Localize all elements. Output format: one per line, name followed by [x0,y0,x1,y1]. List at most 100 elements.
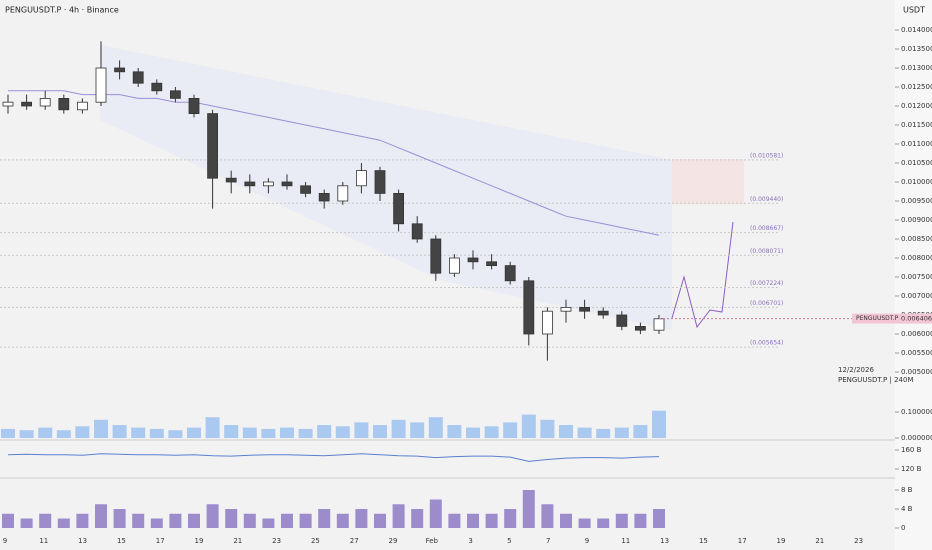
histogram-bar [634,513,647,528]
y-tick-label: 0.014000 [901,26,932,34]
histogram-bar [541,504,554,528]
candle-body [597,310,609,316]
y-tick-label: 0.007000 [901,292,932,300]
y-tick-label: 0.007500 [901,273,932,281]
volume-bar [652,410,666,438]
candle-body [21,101,33,107]
y-tick-label: 120 B [901,465,922,473]
last-price-box [852,313,932,324]
y-tick-label: 0.011000 [901,140,932,148]
y-tick-label: 0.013000 [901,64,932,72]
histogram-bar [225,509,238,528]
histogram-bar [188,513,200,528]
histogram-bar [448,513,461,528]
x-tick-label: 13 [660,537,669,545]
volume-bar [242,427,257,438]
volume-bar [503,422,518,438]
volume-bar [391,419,406,438]
y-tick-label: 0.011500 [901,121,932,129]
x-tick-label: 25 [311,537,320,545]
candle-body [616,314,628,327]
candle-body [355,170,367,187]
level-label: (0.006701) [750,300,783,307]
candle-body [2,101,14,107]
volume-bar [38,427,53,438]
candle-body [467,257,479,263]
candle-body [542,310,553,335]
histogram-bar [336,513,349,528]
y-tick-label: 0.000000 [901,434,932,442]
date-note: 12/2/2026 [838,366,874,374]
candle-body [281,181,293,187]
x-tick-label: 11 [621,537,630,545]
x-tick-label: 21 [815,537,824,545]
candle-body [393,192,405,225]
histogram-bar [318,509,331,528]
volume-bar [224,425,239,438]
level-label: (0.008071) [750,248,783,255]
histogram-bar [169,513,182,528]
volume-bar [633,425,648,438]
candle-body [504,265,516,282]
volume-bar [75,426,90,438]
y-tick-label: 0.008000 [901,254,932,262]
candle-body [77,101,88,111]
histogram-bar [560,513,572,528]
volume-bar [335,426,350,438]
y-tick-label: 0.010000 [901,178,932,186]
volume-bar [317,425,332,438]
candle-body [244,181,256,187]
histogram-bar [39,513,52,528]
candle-body [207,113,219,179]
histogram-bar [150,518,163,528]
histogram-bar [653,509,665,528]
x-tick-label: 29 [389,537,398,545]
histogram-bar [504,509,517,528]
last-price-name: PENGUUSDT.P [856,315,899,322]
y-tick-label: 0.005500 [901,349,932,357]
y-tick-label: 0.005000 [901,368,932,376]
candle-body [262,181,274,187]
volume-bar [131,427,146,438]
level-label: (0.005654) [750,340,783,347]
volume-bar [280,427,294,438]
volume-bar [484,426,499,438]
x-tick-label: 19 [777,537,786,545]
y-tick-label: 0.010500 [901,159,932,167]
indicator-line [7,453,660,462]
symbol-note: PENGUUSDT.P | 240M [838,376,914,384]
volume-bar [187,427,201,438]
histogram-bar [578,518,591,528]
y-tick-label: 0 [901,524,905,532]
volume-bar [112,425,127,438]
level-label: (0.010581) [750,152,783,159]
volume-bar [298,428,313,438]
x-tick-label: 23 [854,537,863,545]
moving-average [8,90,660,236]
histogram-bar [95,504,107,528]
histogram-bar [2,513,14,528]
volume-bar [354,422,369,438]
volume-bar [373,425,387,438]
histogram-bar [76,513,89,528]
histogram-bar [20,518,33,528]
level-label: (0.008667) [750,225,783,232]
last-price-label: 0.006406 [901,315,932,323]
volume-bar [428,417,443,438]
y-tick-label: 0.006000 [901,330,932,338]
volume-bar [168,430,183,438]
histogram-bar [113,509,126,528]
candle-body [300,185,312,194]
x-tick-label: 9 [585,537,589,545]
volume-bar [466,427,480,438]
level-label: (0.007224) [750,280,783,287]
volume-bar [410,422,425,438]
candle-body [95,67,107,103]
x-tick-label: 17 [156,537,165,545]
volume-bar [614,427,629,438]
currency: USDT [903,6,925,15]
level-label: (0.009440) [750,196,783,203]
x-tick-label: 15 [699,537,708,545]
candle-body [114,67,125,73]
histogram-bar [57,518,70,528]
